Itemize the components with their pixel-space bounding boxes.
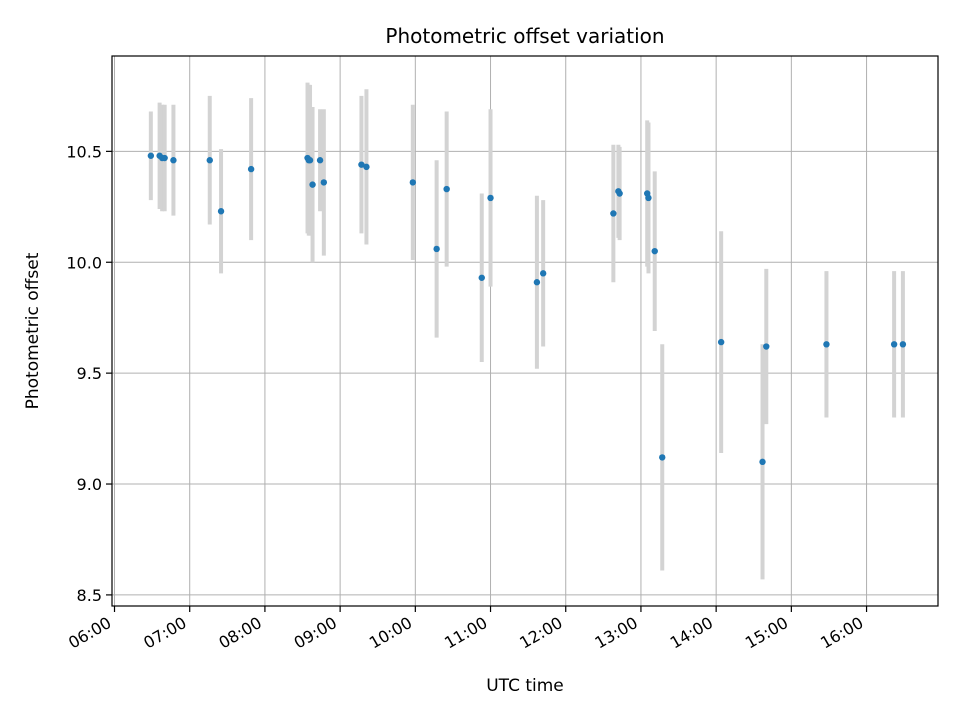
data-point bbox=[306, 157, 314, 164]
y-tick-label: 8.5 bbox=[77, 586, 102, 605]
chart-title: Photometric offset variation bbox=[385, 24, 664, 48]
data-point bbox=[443, 185, 450, 193]
data-point bbox=[763, 343, 770, 350]
y-tick-label: 10.0 bbox=[66, 253, 102, 272]
data-point bbox=[645, 194, 652, 202]
y-axis-ticks: 8.5 9.0 9.5 10.0 10.5 bbox=[66, 142, 112, 605]
data-point bbox=[539, 270, 547, 277]
data-point bbox=[320, 179, 328, 186]
data-point bbox=[206, 157, 213, 164]
data-point bbox=[478, 274, 485, 281]
data-point bbox=[759, 458, 766, 466]
y-tick-label: 9.0 bbox=[77, 475, 102, 494]
data-point bbox=[899, 341, 907, 348]
data-point bbox=[433, 245, 440, 253]
data-point bbox=[247, 165, 255, 173]
data-point bbox=[309, 181, 316, 188]
data-point bbox=[217, 208, 225, 215]
data-point bbox=[717, 338, 725, 346]
data-point bbox=[610, 210, 617, 217]
data-point bbox=[358, 161, 365, 168]
data-point bbox=[363, 163, 370, 171]
data-points bbox=[147, 152, 907, 466]
data-point bbox=[487, 194, 494, 202]
data-point bbox=[533, 279, 541, 286]
data-point bbox=[316, 157, 324, 164]
data-point bbox=[170, 157, 177, 164]
y-tick-label: 10.5 bbox=[66, 142, 102, 161]
data-point bbox=[409, 179, 417, 186]
x-axis-label: UTC time bbox=[486, 676, 564, 696]
data-point bbox=[890, 341, 898, 348]
data-point bbox=[616, 190, 623, 197]
data-point bbox=[659, 454, 666, 461]
y-axis-label: Photometric offset bbox=[23, 252, 43, 409]
data-point bbox=[147, 152, 155, 159]
plot-frame bbox=[111, 55, 939, 607]
data-point bbox=[161, 154, 168, 162]
y-tick-label: 9.5 bbox=[77, 364, 102, 383]
data-point bbox=[823, 341, 830, 348]
data-point bbox=[651, 247, 658, 255]
